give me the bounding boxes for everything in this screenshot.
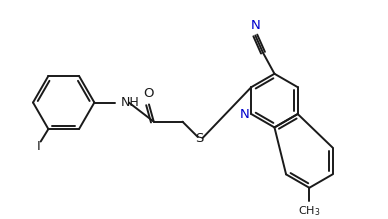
Text: NH: NH bbox=[121, 96, 140, 109]
Text: I: I bbox=[37, 140, 41, 153]
Text: CH$_3$: CH$_3$ bbox=[298, 204, 320, 218]
Text: O: O bbox=[144, 87, 154, 100]
Text: N: N bbox=[239, 108, 249, 120]
Text: S: S bbox=[196, 132, 204, 145]
Text: N: N bbox=[250, 19, 260, 32]
